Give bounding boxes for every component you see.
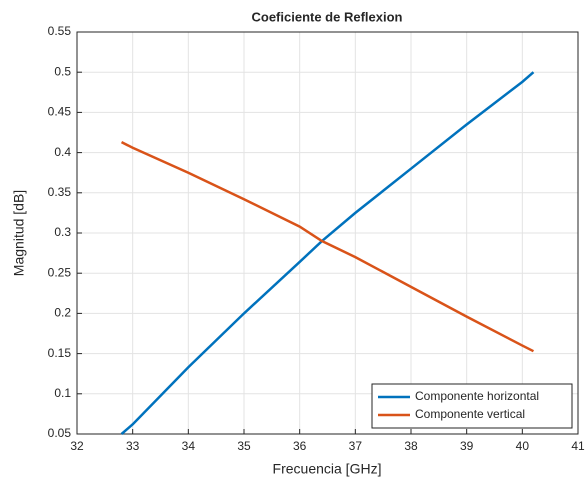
legend-box <box>371 383 573 429</box>
x-tick-label: 37 <box>349 439 363 453</box>
legend: Componente horizontal Componente vertical <box>371 383 573 429</box>
legend-label: Componente vertical <box>415 407 525 421</box>
x-tick-label: 40 <box>516 439 530 453</box>
y-tick-label: 0.2 <box>54 306 71 320</box>
chart-title: Coeficiente de Reflexion <box>252 9 403 24</box>
x-tick-label: 36 <box>293 439 307 453</box>
line-series <box>120 141 535 353</box>
x-tick-label: 39 <box>460 439 474 453</box>
y-tick-label: 0.5 <box>54 64 71 78</box>
y-tick-label: 0.3 <box>54 225 71 239</box>
y-axis-label: Magnitud [dB] <box>11 190 27 276</box>
y-tick-label: 0.05 <box>48 426 72 440</box>
y-tick-label: 0.25 <box>48 265 72 279</box>
x-tick-label: 34 <box>182 439 196 453</box>
y-tick-label: 0.55 <box>48 24 72 38</box>
x-tick-label: 32 <box>70 439 84 453</box>
y-tick-label: 0.35 <box>48 185 72 199</box>
x-tick-label: 33 <box>126 439 140 453</box>
x-axis-label: Frecuencia [GHz] <box>273 461 382 477</box>
legend-label: Componente horizontal <box>415 389 539 403</box>
x-tick-label: 41 <box>571 439 585 453</box>
plot-frame <box>76 31 579 435</box>
y-tick-label: 0.4 <box>54 145 71 159</box>
y-tick-label: 0.45 <box>48 105 72 119</box>
x-tick-label: 38 <box>404 439 418 453</box>
y-tick-label: 0.15 <box>48 346 72 360</box>
x-tick-label: 35 <box>237 439 251 453</box>
y-tick-label: 0.1 <box>54 386 71 400</box>
